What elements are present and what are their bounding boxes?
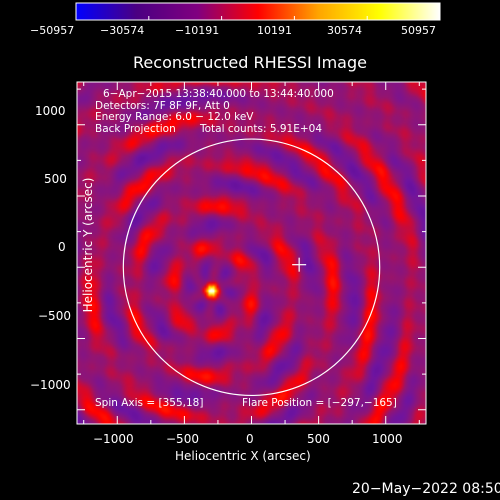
y-tick-label: −500 (38, 309, 71, 323)
annotation-detectors: Detectors: 7F 8F 9F, Att 0 (95, 100, 230, 112)
annotation-spin-axis: Spin Axis = [355,18] (95, 397, 204, 409)
y-axis-label: Heliocentric Y (arcsec) (81, 177, 95, 313)
annotation-method: Back Projection (95, 123, 176, 135)
colorbar-tick-label: −50957 (30, 24, 75, 37)
y-tick-label: −1000 (30, 378, 71, 392)
axis-ticks (77, 82, 426, 424)
footer-timestamp: 20−May−2022 08:50 (352, 481, 500, 497)
colorbar-tick-label: −30574 (100, 24, 145, 37)
colorbar-tick-label: 30574 (327, 24, 362, 37)
solar-limb-circle (122, 138, 381, 397)
colorbar-tick-label: −10191 (175, 24, 220, 37)
spin-axis-marker (292, 257, 307, 272)
colorbar-tick-label: 10191 (257, 24, 292, 37)
y-tick-label: 500 (44, 172, 67, 186)
chart-title: Reconstructed RHESSI Image (133, 53, 367, 72)
x-tick-label: 0 (246, 432, 254, 446)
y-tick-label: 1000 (35, 104, 66, 118)
annotation-time-range: 6−Apr−2015 13:38:40.000 to 13:44:40.000 (103, 88, 334, 100)
colorbar (75, 2, 441, 21)
annotation-energy: Energy Range: 6.0 − 12.0 keV (95, 111, 254, 123)
x-axis-label: Heliocentric X (arcsec) (175, 449, 311, 463)
x-tick-label: 1000 (372, 432, 403, 446)
annotation-flare-position: Flare Position = [−297,−165] (242, 397, 397, 409)
annotation-counts: Total counts: 5.91E+04 (200, 123, 323, 135)
x-tick-label: −1000 (93, 432, 134, 446)
x-tick-label: 500 (307, 432, 330, 446)
colorbar-tick-label: 50957 (401, 24, 436, 37)
y-tick-label: 0 (58, 240, 66, 254)
plot-image (77, 82, 426, 424)
colorbar-ticks (75, 16, 441, 20)
x-tick-label: −500 (166, 432, 199, 446)
